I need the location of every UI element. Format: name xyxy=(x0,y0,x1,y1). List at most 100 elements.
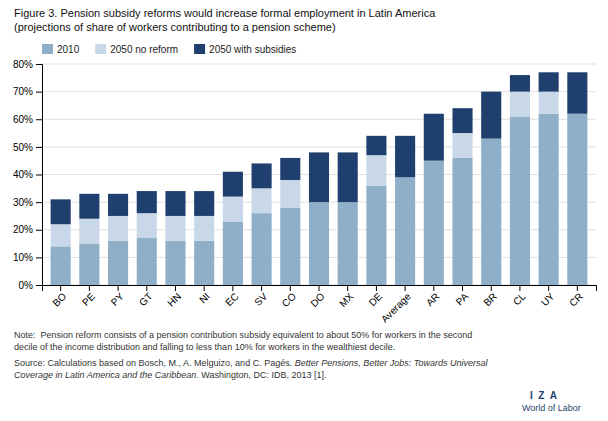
note: Note: Pension reform consists of a pensi… xyxy=(14,330,472,340)
tick-mark xyxy=(36,147,42,148)
bar xyxy=(510,116,530,285)
tick: EC xyxy=(223,285,241,308)
grid xyxy=(42,64,596,285)
bar xyxy=(452,108,472,133)
tick: 30% xyxy=(13,197,42,208)
tick-mark xyxy=(118,285,119,291)
bar xyxy=(223,172,243,197)
bar xyxy=(108,194,128,216)
tick: GT xyxy=(137,285,155,308)
tick-mark xyxy=(376,285,377,291)
logo: I Z A xyxy=(530,390,557,401)
tick-mark xyxy=(491,285,492,291)
bar xyxy=(424,114,444,161)
source: Source: Calculations based on Bosch, M.,… xyxy=(14,358,488,368)
logo: World of Labor xyxy=(522,403,581,413)
grid-line xyxy=(42,64,596,65)
tick: CR xyxy=(567,285,585,309)
tick-mark xyxy=(60,285,61,291)
bar xyxy=(252,188,272,213)
bar xyxy=(338,152,358,202)
tick-mark xyxy=(146,285,147,291)
bars xyxy=(51,72,588,285)
tick: 60% xyxy=(13,114,42,125)
y-axis: 0%10%20%30%40%50%60%70%80% xyxy=(13,59,43,291)
tick: MX xyxy=(337,285,356,309)
bar xyxy=(252,163,272,188)
tick-label: 70% xyxy=(13,86,33,97)
bar xyxy=(539,114,559,285)
chart: Figure 3. Pension subsidy reforms would … xyxy=(0,0,608,421)
bar xyxy=(165,216,185,241)
source: Coverage in Latin America and the Caribb… xyxy=(14,370,327,380)
tick-label: SV xyxy=(252,290,269,307)
tick-label: UY xyxy=(539,290,557,308)
tick-mark xyxy=(36,202,42,203)
tick: DO xyxy=(308,285,327,309)
tick-label: CR xyxy=(567,291,585,309)
tick: CO xyxy=(280,285,299,309)
bar xyxy=(79,219,99,244)
tick: 20% xyxy=(13,224,42,235)
tick-mark xyxy=(175,285,176,291)
bar xyxy=(452,133,472,158)
plot: 0%10%20%30%40%50%60%70%80%BOPEPYGTHNNIEC… xyxy=(13,59,597,325)
tick-mark xyxy=(462,285,463,291)
tick-label: DO xyxy=(308,291,327,310)
legend-label: 2010 xyxy=(57,44,80,55)
tick-mark xyxy=(89,285,90,291)
tick-label: 0% xyxy=(19,280,34,291)
bar xyxy=(280,180,300,208)
tick-mark xyxy=(290,285,291,291)
tick: Average xyxy=(379,285,413,325)
tick-label: EC xyxy=(223,291,241,309)
legend-swatch xyxy=(194,44,205,54)
x-axis: BOPEPYGTHNNIECSVCODOMXDEAverageARPABRCLU… xyxy=(43,285,597,325)
tick-label: PE xyxy=(80,290,97,307)
tick-mark xyxy=(204,285,205,291)
tick-mark xyxy=(232,285,233,291)
bar xyxy=(108,216,128,241)
tick: PA xyxy=(454,285,471,307)
bar xyxy=(309,202,329,285)
tick-label: 80% xyxy=(13,59,33,70)
tick-label: NI xyxy=(197,291,212,306)
tick-mark xyxy=(36,175,42,176)
tick-label: AR xyxy=(424,291,442,309)
tick-mark xyxy=(36,285,42,286)
tick-mark xyxy=(319,285,320,291)
bar xyxy=(108,241,128,285)
tick-mark xyxy=(36,230,42,231)
bar xyxy=(395,177,415,285)
bar xyxy=(452,158,472,285)
tick-label: 40% xyxy=(13,169,33,180)
tick: 80% xyxy=(13,59,42,70)
tick-mark xyxy=(519,285,520,291)
bar xyxy=(137,238,157,285)
tick: 10% xyxy=(13,252,42,263)
bar xyxy=(51,224,71,246)
axis-line xyxy=(43,286,597,292)
tick-label: BR xyxy=(481,291,499,309)
tick-mark xyxy=(261,285,262,291)
tick-label: 30% xyxy=(13,197,33,208)
tick-label: 60% xyxy=(13,114,33,125)
bar xyxy=(165,241,185,285)
bar xyxy=(539,92,559,114)
tick: PE xyxy=(80,285,97,308)
series xyxy=(51,92,559,247)
tick-mark xyxy=(36,257,42,258)
tick-label: PA xyxy=(454,290,471,307)
bar xyxy=(338,202,358,285)
subtitle: (projections of share of workers contrib… xyxy=(14,21,336,33)
legend: 20102050 no reform2050 with subsidies xyxy=(42,44,296,55)
tick-label: Average xyxy=(379,290,413,324)
bar xyxy=(567,72,587,113)
tick: NI xyxy=(197,285,212,306)
bar xyxy=(539,72,559,91)
tick-mark xyxy=(433,285,434,291)
tick-label: BO xyxy=(50,291,68,309)
bar xyxy=(366,155,386,185)
tick: 70% xyxy=(13,86,42,97)
bar xyxy=(223,197,243,222)
